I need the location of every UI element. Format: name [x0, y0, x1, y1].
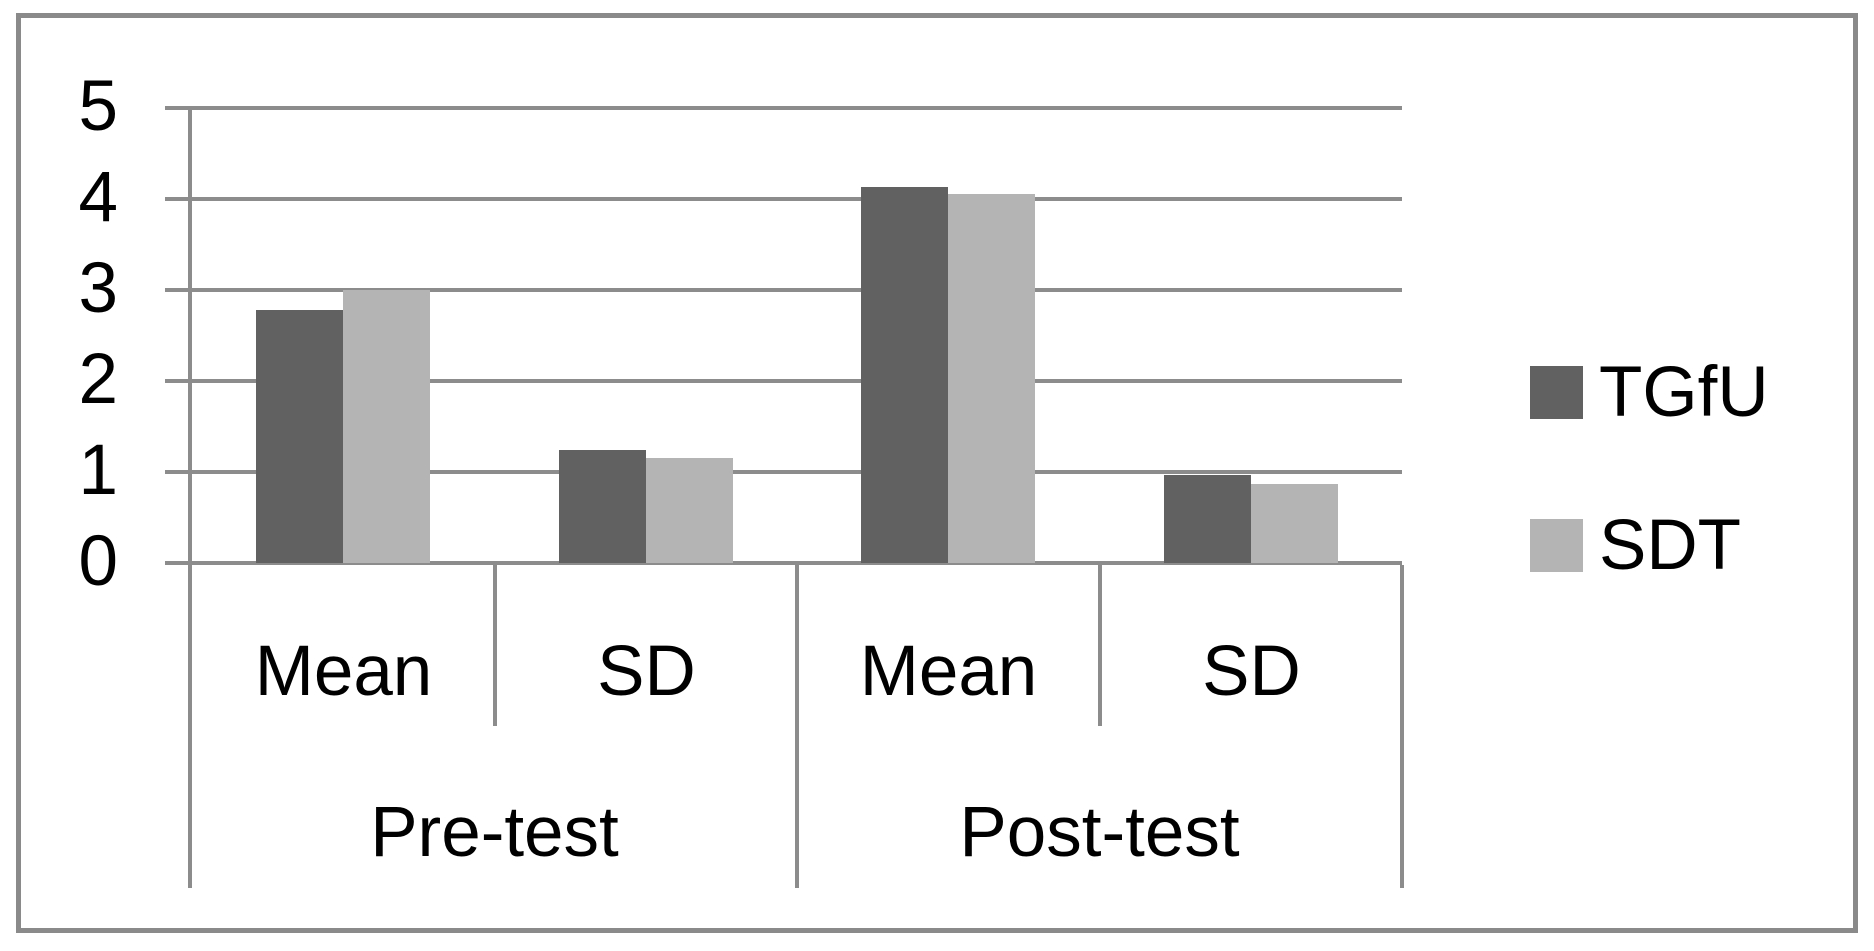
category-separator-pre-mean-sd: [493, 565, 497, 726]
group-separator-pre-post: [795, 565, 799, 888]
y-tick-label-3: 3: [78, 248, 119, 328]
legend-label-sdt: SDT: [1599, 505, 1741, 585]
legend-label-tgfu: TGfU: [1599, 352, 1769, 432]
bar-sdt-post-test-mean: [948, 194, 1035, 563]
category-label-pre-sd: SD: [597, 632, 696, 711]
y-tick-label-4: 4: [78, 157, 119, 237]
category-label-post-sd: SD: [1202, 632, 1301, 711]
y-tick-label-5: 5: [78, 66, 119, 146]
y-tick-label-2: 2: [78, 339, 119, 419]
category-label-pre-mean: Mean: [254, 632, 433, 711]
y-tick-label-0: 0: [78, 521, 119, 601]
legend-swatch-tgfu: [1530, 365, 1583, 419]
category-label-post-mean: Mean: [859, 632, 1038, 711]
bar-tgfu-pre-test-mean: [256, 310, 343, 563]
bar-tgfu-post-test-mean: [861, 187, 948, 563]
legend-item-tgfu: TGfU: [1530, 352, 1769, 432]
category-separator-post-mean-sd: [1098, 565, 1102, 726]
gridline-2: [165, 379, 1402, 383]
bar-tgfu-pre-test-sd: [559, 450, 646, 563]
gridline-4: [165, 197, 1402, 201]
bar-sdt-post-test-sd: [1251, 484, 1338, 563]
gridline-5: [165, 106, 1402, 110]
legend-item-sdt: SDT: [1530, 505, 1741, 585]
group-label-post-test: Post-test: [959, 792, 1240, 872]
legend-swatch-sdt: [1530, 518, 1583, 572]
group-label-pre-test: Pre-test: [370, 792, 619, 872]
gridline-3: [165, 288, 1402, 292]
gridline-1: [165, 470, 1402, 474]
gridline-0: [165, 561, 1402, 565]
figure-border: [16, 13, 1858, 933]
bar-tgfu-post-test-sd: [1164, 475, 1251, 563]
y-tick-label-1: 1: [78, 430, 119, 510]
bar-sdt-pre-test-mean: [343, 290, 430, 563]
axis-right-edge-line: [1400, 565, 1404, 888]
y-axis-line: [188, 106, 192, 888]
bar-sdt-pre-test-sd: [646, 458, 733, 563]
